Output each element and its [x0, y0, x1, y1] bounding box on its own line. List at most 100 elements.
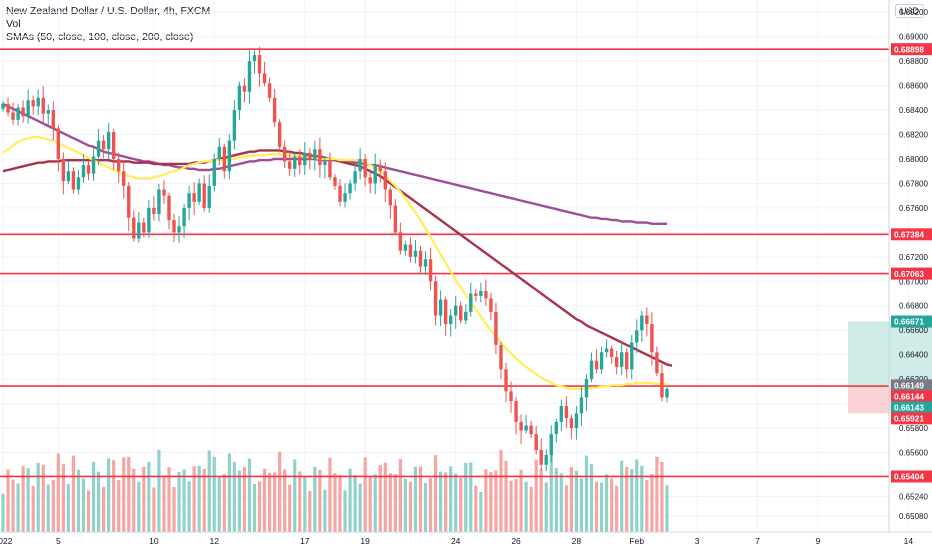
- volume-bar: [237, 470, 242, 532]
- volume-bar: [66, 484, 70, 532]
- time-tick-label: 7: [755, 536, 760, 546]
- candle-body: [222, 146, 227, 172]
- candle: [122, 161, 126, 199]
- volume-bar: [559, 473, 563, 532]
- volume-bar: [660, 461, 664, 532]
- price-tick-label: 0.67800: [899, 179, 928, 188]
- candle: [599, 346, 604, 375]
- volume-bar: [56, 453, 60, 532]
- currency-button[interactable]: USD: [894, 4, 924, 18]
- candle-body: [514, 401, 518, 422]
- volume-bar: [91, 461, 96, 532]
- candle-body: [217, 146, 221, 159]
- candle-body: [267, 83, 272, 98]
- price-label-bg: [891, 315, 932, 328]
- candle: [373, 153, 377, 195]
- time-tick-label: 5: [56, 536, 61, 546]
- price-label-bg: [891, 401, 932, 414]
- volume-bar: [182, 469, 186, 532]
- volume-bar: [162, 475, 166, 532]
- candle: [162, 180, 166, 204]
- price-tick-label: 0.68000: [899, 155, 928, 164]
- volume-bar: [584, 455, 589, 532]
- volume-bar: [549, 451, 553, 532]
- candle-body: [353, 171, 357, 184]
- candle-body: [464, 311, 468, 321]
- price-label: 0.66149: [891, 379, 932, 392]
- time-tick-label: 26: [511, 536, 521, 546]
- candle-body: [368, 177, 372, 184]
- volume-bar: [569, 466, 573, 532]
- candle-body: [91, 156, 96, 174]
- price-label-text: 0.67063: [894, 269, 924, 279]
- time-tick-label: 10: [149, 536, 159, 546]
- candle-body: [142, 222, 146, 233]
- candle-body: [157, 189, 161, 215]
- candle: [147, 199, 151, 238]
- price-label-text: 0.65404: [894, 472, 924, 482]
- candle-body: [147, 207, 151, 233]
- candle: [579, 386, 584, 426]
- candle: [665, 385, 669, 403]
- candle: [71, 167, 76, 194]
- price-label-text: 0.66143: [894, 403, 924, 413]
- price-label: 0.66143: [891, 401, 932, 414]
- candle-body: [539, 450, 543, 465]
- volume-bar: [107, 458, 111, 532]
- sma50-line: [2, 135, 667, 390]
- candle: [16, 103, 20, 126]
- volume-bar: [187, 481, 191, 532]
- time-tick-label: 28: [572, 536, 582, 546]
- time-tick-label: 2022: [0, 536, 13, 546]
- candle-body: [584, 379, 589, 398]
- candle-body: [544, 454, 548, 465]
- candle: [619, 342, 624, 376]
- volume-bar: [514, 479, 518, 532]
- candle-body: [132, 217, 136, 239]
- candle: [549, 425, 553, 463]
- candle-body: [559, 406, 564, 422]
- candle-body: [393, 205, 398, 233]
- candle-body: [519, 421, 523, 431]
- volume-bar: [298, 471, 302, 532]
- candle: [403, 240, 408, 256]
- candle: [489, 292, 493, 321]
- candle: [469, 282, 473, 317]
- candle: [479, 282, 483, 303]
- candle-body: [635, 330, 639, 343]
- price-tick-label: 0.66400: [899, 351, 928, 360]
- volume-bar: [534, 459, 538, 532]
- candle-body: [333, 177, 337, 186]
- volume-bar: [288, 484, 292, 532]
- volume-bar: [348, 468, 352, 532]
- candle-body: [127, 185, 131, 218]
- candle-body: [31, 100, 35, 107]
- legend-title: New Zealand Dollar / U.S. Dollar, 4h, FX…: [6, 5, 211, 17]
- candle: [212, 153, 216, 192]
- volume-bar: [393, 474, 397, 532]
- candle-body: [56, 128, 61, 159]
- price-label: 0.66144: [891, 390, 932, 403]
- candle: [363, 154, 367, 187]
- volume-bar: [408, 481, 413, 532]
- candle: [41, 86, 45, 124]
- candle: [262, 61, 267, 87]
- candle: [242, 78, 247, 103]
- candle: [614, 350, 619, 375]
- candle: [589, 352, 594, 383]
- candle-body: [277, 122, 282, 147]
- candle-body: [403, 244, 408, 251]
- candle: [46, 104, 50, 125]
- volume-bar: [469, 462, 473, 532]
- candle-body: [212, 158, 216, 186]
- candle-body: [16, 107, 20, 120]
- candle: [323, 155, 327, 179]
- volume-bar: [252, 484, 257, 532]
- candle-body: [529, 425, 533, 435]
- candle-body: [423, 259, 428, 267]
- volume-bar: [353, 474, 357, 532]
- candle: [484, 279, 488, 306]
- volume-bar: [192, 466, 196, 532]
- candle-body: [358, 158, 362, 172]
